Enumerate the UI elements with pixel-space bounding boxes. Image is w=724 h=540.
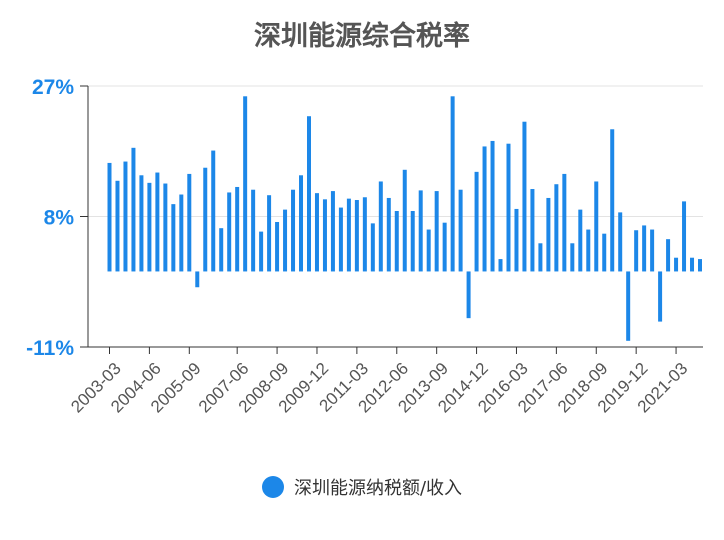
axes [87, 86, 703, 348]
bar [171, 204, 176, 272]
bar [514, 208, 519, 272]
bar [243, 96, 248, 272]
bar [147, 182, 152, 272]
bar [402, 169, 407, 272]
bar [306, 116, 311, 272]
legend-label: 深圳能源纳税额/收入 [293, 478, 463, 499]
bar [666, 239, 671, 272]
bar [482, 146, 487, 272]
bar [546, 197, 551, 272]
chart-title: 深圳能源综合税率 [254, 21, 470, 52]
bar [458, 189, 463, 272]
x-tick-labels: 2003-032004-062005-092007-062008-092009-… [67, 347, 691, 416]
bar [330, 191, 335, 272]
bar [522, 121, 527, 272]
bar [251, 189, 256, 272]
bar [291, 189, 296, 272]
bar [314, 193, 319, 272]
bar [650, 229, 655, 272]
bar [682, 201, 687, 272]
bar [594, 181, 599, 272]
bar [338, 207, 343, 272]
bar [354, 200, 359, 272]
bar [219, 228, 224, 272]
bar [450, 96, 455, 272]
bar [562, 173, 567, 272]
bar [466, 271, 471, 319]
bar [139, 175, 144, 272]
bar [578, 209, 583, 272]
bar [187, 173, 192, 272]
bar [131, 147, 136, 272]
bar [283, 209, 288, 272]
bar [322, 199, 327, 272]
bar [115, 180, 120, 272]
bar [642, 225, 647, 272]
bar [442, 222, 447, 272]
bar [410, 211, 415, 272]
bar [179, 194, 184, 272]
bar [538, 243, 543, 272]
bar [107, 162, 112, 272]
bar [498, 259, 503, 272]
bar [346, 198, 351, 272]
bars [107, 96, 702, 341]
legend-marker [261, 476, 284, 498]
bar [259, 231, 264, 272]
bar [554, 184, 559, 272]
bar [618, 212, 623, 272]
bar [570, 243, 575, 272]
bar [362, 197, 367, 272]
bar [474, 171, 479, 272]
bar [386, 197, 391, 272]
bar [490, 140, 495, 272]
y-tick-label: -11% [26, 337, 74, 360]
bar [506, 143, 511, 272]
bar [394, 211, 399, 272]
y-tick-labels: -11% 8% 27% [26, 76, 74, 360]
legend: 深圳能源纳税额/收入 [0, 474, 724, 500]
bar [267, 195, 272, 272]
bar [203, 167, 208, 272]
bar [530, 189, 535, 272]
bar [299, 175, 304, 272]
bar [123, 161, 128, 272]
bar [586, 229, 591, 272]
y-tick-label: 27% [32, 76, 74, 99]
bar [690, 257, 695, 272]
bar [211, 150, 216, 272]
bar [163, 183, 168, 272]
bar [235, 186, 240, 272]
bar [698, 259, 702, 272]
y-tick-label: 8% [44, 207, 75, 230]
bar [227, 192, 232, 272]
bar [426, 229, 431, 272]
bar [370, 223, 375, 272]
bar [155, 172, 160, 272]
bar [674, 257, 679, 272]
bar [378, 181, 383, 272]
bar [434, 191, 439, 272]
bar [610, 129, 615, 272]
bar [195, 271, 200, 288]
bar [626, 271, 631, 341]
bar [634, 230, 639, 272]
bar [658, 271, 663, 322]
bar [602, 233, 607, 272]
bar [275, 221, 280, 272]
bar [418, 190, 423, 272]
